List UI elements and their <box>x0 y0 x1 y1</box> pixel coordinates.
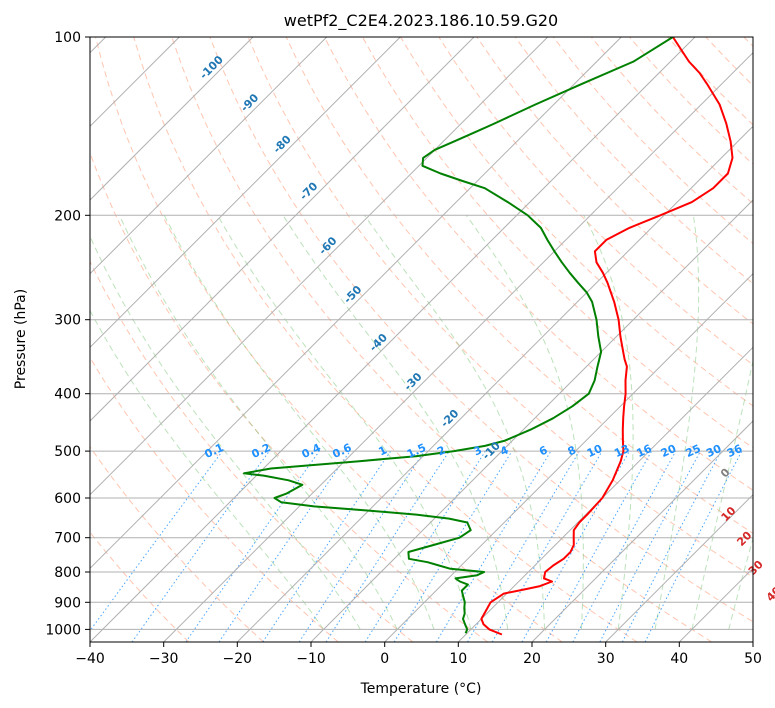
dry-adiabat <box>285 37 753 535</box>
y-tick-label: 800 <box>54 565 81 581</box>
moist-adiabat <box>119 215 398 630</box>
dry-adiabat <box>90 445 264 642</box>
mixing-ratio-label: 20 <box>659 442 679 460</box>
isotherm-line <box>90 37 696 642</box>
x-tick-label: −40 <box>75 651 105 667</box>
y-tick-label: 100 <box>54 30 81 46</box>
mixing-ratio-label: 16 <box>635 442 655 460</box>
y-tick-label: 900 <box>54 595 81 611</box>
isotherm-line <box>236 125 753 642</box>
isotherm-line <box>90 37 401 349</box>
isotherm-line <box>163 51 753 642</box>
x-tick-label: 0 <box>380 651 389 667</box>
mixing-ratio-line <box>131 450 270 642</box>
chart-title: wetPf2_C2E4.2023.186.10.59.G20 <box>284 11 558 31</box>
x-tick-label: 30 <box>597 651 615 667</box>
mixing-ratio-line <box>644 450 743 642</box>
background-lines <box>90 37 753 642</box>
dry-adiabat <box>476 37 753 325</box>
isotherm-line <box>457 346 753 642</box>
temperature-profile <box>480 37 734 636</box>
mixing-ratio-line <box>218 450 351 642</box>
y-axis-label: Pressure (hPa) <box>13 289 29 389</box>
dry-adiabat <box>133 37 638 642</box>
x-tick-label: −30 <box>149 651 179 667</box>
mixing-ratio-line <box>185 450 320 642</box>
x-tick-label: 40 <box>670 651 688 667</box>
y-tick-label: 200 <box>54 208 81 224</box>
mixing-ratio-line <box>298 450 425 642</box>
dry-adiabat <box>209 37 753 623</box>
plot-frame <box>89 36 754 643</box>
y-tick-label: 300 <box>54 313 81 329</box>
isotherm-line <box>531 420 753 642</box>
x-tick-label: 10 <box>449 651 467 667</box>
dry-adiabat <box>90 356 339 642</box>
mixing-ratio-label: 36 <box>725 442 745 460</box>
y-tick-label: 600 <box>54 491 81 507</box>
mixing-ratio-line <box>393 450 513 642</box>
isotherm-line <box>90 37 622 570</box>
isotherm-line <box>90 37 475 422</box>
mixing-ratio-line <box>262 450 392 642</box>
isotherm-line <box>90 37 549 496</box>
y-tick-label: 500 <box>54 444 81 460</box>
dry-adiabat <box>95 37 563 642</box>
y-tick-label: 400 <box>54 387 81 403</box>
y-axis: 1000 900 800 700 600 500 400 300 200 100 <box>45 30 90 638</box>
dry-adiabat <box>90 260 414 642</box>
x-tick-label: 20 <box>523 651 541 667</box>
mixing-ratio-label: 13 <box>612 442 631 460</box>
wet-bulb-label: 40 <box>764 584 775 604</box>
dewpoint-profile <box>243 37 674 634</box>
isotherm-line <box>605 493 753 642</box>
dry-adiabat <box>514 37 753 285</box>
isotherm-line <box>90 37 328 275</box>
x-axis-label: Temperature (°C) <box>360 681 482 697</box>
isotherm-line <box>384 272 753 642</box>
x-tick-label: 50 <box>744 651 762 667</box>
x-tick-label: −20 <box>223 651 253 667</box>
isotherm-line <box>310 199 753 642</box>
mixing-ratio-label: 30 <box>704 442 724 460</box>
mixing-ratio-label: 25 <box>684 442 703 460</box>
mixing-ratio-label: 10 <box>585 442 605 460</box>
y-tick-label: 700 <box>54 531 81 547</box>
moist-adiabat <box>282 215 509 630</box>
mixing-ratio-line <box>90 450 223 632</box>
x-tick-label: −10 <box>296 651 326 667</box>
dry-adiabat <box>247 37 753 578</box>
dry-adiabat <box>323 37 753 491</box>
mixing-ratio-line <box>325 450 450 642</box>
x-axis: −40 −30 −20 −10 0 10 20 30 40 50 <box>75 642 762 667</box>
profile-lines <box>243 37 734 636</box>
isotherm-line <box>90 37 254 201</box>
y-tick-label: 1000 <box>45 622 81 638</box>
mixing-ratio-line <box>572 450 677 642</box>
moist-adiabat <box>90 309 324 630</box>
mixing-ratio-line <box>545 450 653 642</box>
dry-adiabat <box>171 37 712 642</box>
